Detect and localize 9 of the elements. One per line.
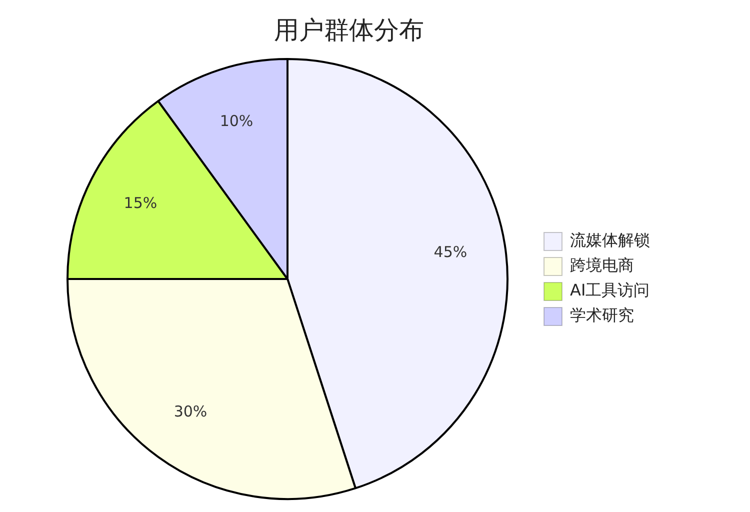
data-label: 30%	[174, 402, 208, 420]
legend-label: 跨境电商	[570, 256, 634, 275]
legend-label: 流媒体解锁	[570, 230, 650, 250]
data-label: 10%	[220, 112, 254, 130]
chart-title: 用户群体分布	[274, 16, 424, 44]
data-label: 45%	[434, 243, 468, 262]
data-label: 15%	[124, 194, 158, 212]
legend-label: AI工具访问	[570, 280, 650, 300]
legend-label: 学术研究	[570, 306, 634, 325]
